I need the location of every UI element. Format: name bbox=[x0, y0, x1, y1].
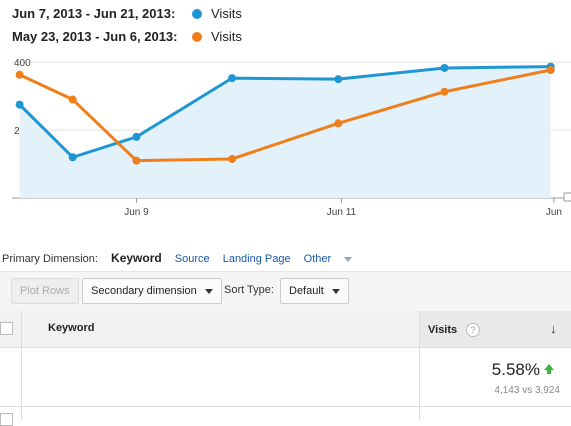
data-point-previous bbox=[132, 156, 141, 165]
dimension-landing-page[interactable]: Landing Page bbox=[222, 253, 291, 265]
column-header-visits-label: Visits bbox=[428, 324, 458, 336]
data-point-current bbox=[228, 74, 237, 83]
primary-dimension-bar: Primary Dimension: Keyword Source Landin… bbox=[2, 251, 372, 265]
legend-current: Jun 7, 2013 - Jun 21, 2013: Visits bbox=[12, 6, 242, 21]
y-tick-label: 400 bbox=[14, 58, 31, 69]
secondary-dimension-label: Secondary dimension bbox=[91, 285, 197, 297]
column-divider bbox=[21, 311, 22, 347]
sort-type-value: Default bbox=[289, 285, 324, 297]
dimension-keyword[interactable]: Keyword bbox=[111, 251, 162, 265]
data-point-previous bbox=[15, 70, 24, 79]
column-header-visits[interactable]: Visits ? ↓ bbox=[419, 311, 571, 347]
plot-rows-button[interactable]: Plot Rows bbox=[11, 278, 79, 304]
data-point-previous bbox=[334, 119, 343, 128]
legend-previous: May 23, 2013 - Jun 6, 2013: Visits bbox=[12, 29, 242, 44]
data-point-previous bbox=[68, 95, 77, 104]
help-icon[interactable]: ? bbox=[466, 323, 480, 337]
table-header: Keyword Visits ? ↓ bbox=[0, 311, 571, 348]
summary-visits-cell: 5.58% 4,143 vs 3,924 bbox=[419, 348, 571, 406]
resize-handle bbox=[563, 192, 571, 202]
dimension-source[interactable]: Source bbox=[174, 253, 210, 265]
column-header-keyword[interactable]: Keyword bbox=[48, 322, 95, 334]
legend-current-dot bbox=[192, 9, 202, 19]
select-all-checkbox[interactable] bbox=[0, 322, 13, 335]
sort-type-select[interactable]: Default bbox=[280, 278, 349, 304]
data-point-current bbox=[15, 100, 24, 109]
legend-previous-dot bbox=[192, 32, 202, 42]
column-divider bbox=[419, 407, 420, 420]
column-divider bbox=[21, 348, 22, 406]
x-tick-label: Jun 11 bbox=[327, 207, 357, 218]
primary-dimension-label: Primary Dimension: bbox=[2, 253, 98, 265]
legend-previous-series: Visits bbox=[211, 29, 242, 44]
data-point-current bbox=[334, 75, 343, 84]
data-point-current bbox=[68, 153, 77, 162]
sort-type-label: Sort Type: bbox=[224, 284, 274, 296]
chevron-down-icon bbox=[344, 256, 353, 262]
data-point-previous bbox=[440, 87, 449, 96]
visits-comparison: 4,143 vs 3,924 bbox=[494, 385, 560, 396]
arrow-up-icon bbox=[544, 364, 554, 374]
legend-current-series: Visits bbox=[211, 6, 242, 21]
chevron-down-icon bbox=[204, 288, 213, 294]
dimension-other[interactable]: Other bbox=[304, 253, 363, 265]
legend-previous-range: May 23, 2013 - Jun 6, 2013: bbox=[12, 29, 178, 44]
table-toolbar: Plot Rows Secondary dimension Sort Type:… bbox=[0, 271, 571, 313]
x-tick-label: Jun 9 bbox=[124, 207, 149, 218]
next-row bbox=[0, 407, 571, 426]
data-point-current bbox=[132, 132, 141, 141]
data-point-previous bbox=[546, 65, 555, 74]
legend-current-range: Jun 7, 2013 - Jun 21, 2013: bbox=[12, 6, 176, 21]
column-divider bbox=[21, 407, 22, 420]
sort-descending-icon[interactable]: ↓ bbox=[550, 321, 557, 336]
data-point-current bbox=[440, 63, 449, 72]
x-tick-label: Jun bbox=[546, 207, 562, 218]
data-point-previous bbox=[228, 154, 237, 163]
chevron-down-icon bbox=[331, 288, 340, 294]
summary-row: 5.58% 4,143 vs 3,924 bbox=[0, 348, 571, 407]
secondary-dimension-select[interactable]: Secondary dimension bbox=[82, 278, 222, 304]
dimension-other-label: Other bbox=[303, 253, 332, 265]
visits-change-percent: 5.58% bbox=[491, 360, 540, 379]
